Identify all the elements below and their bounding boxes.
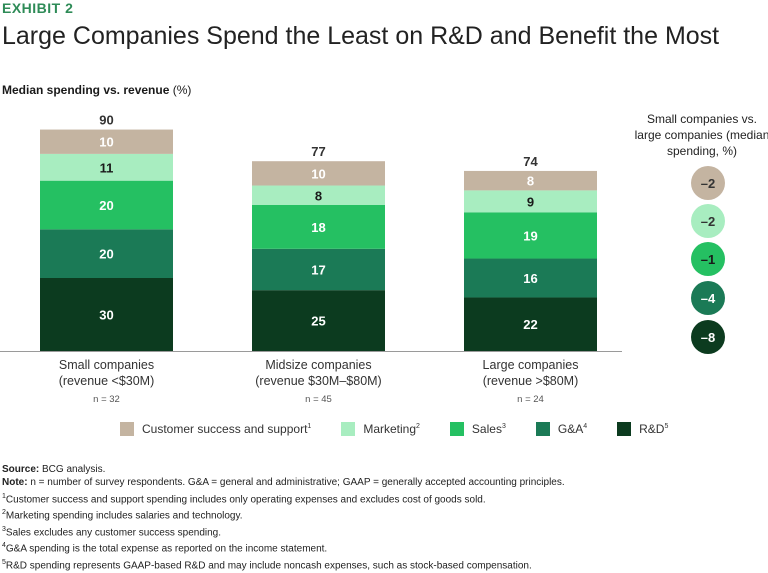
- bar-segment-marketing-2: [252, 185, 385, 205]
- difference-circle: [691, 242, 725, 276]
- category-detail-label: (revenue <$30M): [59, 374, 155, 388]
- legend-item: R&D5: [617, 422, 668, 436]
- bar-total-label: 74: [523, 154, 538, 169]
- sample-size-label: n = 32: [93, 394, 120, 405]
- subtitle-bold: Median spending vs. revenue: [2, 83, 170, 97]
- bar-value-label: 8: [527, 174, 534, 189]
- note-line: Note: n = number of survey respondents. …: [2, 476, 565, 489]
- note-label: Note:: [2, 477, 28, 489]
- legend-label: R&D5: [639, 422, 669, 436]
- bar-segment-r-d-1: [40, 278, 173, 351]
- legend-item: G&A4: [535, 422, 588, 436]
- bar-segment-customer-success-and-support-2: [252, 161, 385, 186]
- bar-segment-customer-success-and-support-1: [40, 129, 173, 154]
- legend-label: Marketing2: [363, 422, 420, 436]
- legend-label: Customer success and support1: [142, 422, 312, 436]
- legend-label: G&A4: [557, 422, 588, 436]
- bar-segment-sales-2: [252, 205, 385, 249]
- bar-value-label: 17: [311, 262, 325, 277]
- legend-item: Customer success and support1: [120, 422, 311, 436]
- category-detail-label: (revenue >$80M): [483, 374, 579, 388]
- legend-item: Sales3: [449, 422, 506, 436]
- bar-value-label: 20: [99, 247, 113, 262]
- legend-item: Marketing2: [341, 422, 420, 436]
- category-label: Midsize companies: [265, 358, 371, 372]
- difference-circle: [691, 281, 725, 315]
- category-detail-label: (revenue $30M–$80M): [255, 374, 381, 388]
- category-label: Large companies: [483, 358, 579, 372]
- exhibit-label: EXHIBIT 2: [2, 0, 74, 16]
- footnotes: Source: BCG analysis. Note: n = number o…: [2, 463, 565, 573]
- difference-value-label: –2: [701, 214, 715, 229]
- difference-value-label: –1: [701, 252, 715, 267]
- note-text: n = number of survey respondents. G&A = …: [27, 477, 565, 489]
- chart-subtitle: Median spending vs. revenue (%): [2, 83, 191, 97]
- page-title: Large Companies Spend the Least on R&D a…: [2, 22, 720, 50]
- footnote-3: 3Sales excludes any customer success spe…: [2, 525, 222, 539]
- source-text: BCG analysis.: [39, 464, 106, 475]
- bar-value-label: 22: [523, 317, 537, 332]
- bar-segment-g-a-3: [464, 258, 597, 298]
- legend-swatch: [535, 422, 550, 436]
- bar-segment-sales-3: [464, 212, 597, 259]
- bar-segment-g-a-1: [40, 229, 173, 278]
- legend-label: Sales3: [471, 422, 506, 436]
- bar-segment-sales-1: [40, 180, 173, 230]
- legend-swatch: [617, 422, 632, 436]
- legend-swatch: [449, 422, 464, 436]
- difference-circle: [691, 204, 725, 238]
- difference-value-label: –2: [701, 176, 715, 191]
- legend-swatch: [120, 422, 134, 436]
- sample-size-label: n = 24: [517, 394, 544, 405]
- difference-circle: [691, 320, 725, 354]
- difference-value-label: –4: [701, 291, 716, 306]
- stacked-bar-chart: 30 20 20 11 10 90 Small companies (revenue <$30…: [0, 113, 725, 405]
- bar-value-label: 30: [99, 308, 113, 323]
- chart-legend: Customer success and support1 Marketing2 S…: [120, 422, 698, 436]
- bar-segment-marketing-3: [464, 190, 597, 213]
- bar-value-label: 18: [311, 220, 325, 235]
- footnote-5: 5R&D spending represents GAAP-based R&D …: [2, 559, 532, 572]
- bar-value-label: 25: [311, 314, 325, 329]
- legend-swatch: [341, 422, 356, 436]
- footnote-4: 4G&A spending is the total expense as re…: [2, 542, 328, 555]
- source-line: Source: BCG analysis.: [2, 463, 565, 476]
- bar-value-label: 10: [311, 166, 325, 181]
- bar-segment-customer-success-and-support-3: [464, 170, 597, 191]
- subtitle-unit: (%): [169, 83, 192, 97]
- bar-value-label: 10: [99, 135, 113, 150]
- difference-circle: [691, 166, 725, 200]
- footnote-2: 2Marketing spending includes salaries an…: [2, 509, 243, 522]
- bar-value-label: 8: [315, 188, 322, 203]
- sample-size-label: n = 45: [305, 394, 332, 405]
- bar-value-label: 9: [527, 194, 534, 209]
- bar-segment-g-a-2: [252, 248, 385, 291]
- bar-segment-r-d-3: [464, 297, 597, 351]
- bar-total-label: 77: [311, 144, 325, 159]
- bar-segment-marketing-1: [40, 153, 173, 181]
- bar-segment-r-d-2: [252, 290, 385, 351]
- category-label: Small companies: [59, 358, 154, 372]
- bar-value-label: 19: [523, 228, 537, 243]
- bar-total-label: 90: [99, 113, 113, 128]
- bar-value-label: 16: [523, 271, 537, 286]
- source-label: Source:: [2, 464, 40, 475]
- difference-title: Small companies vs. large companies (med…: [634, 112, 768, 158]
- bar-value-label: 20: [99, 198, 113, 213]
- difference-value-label: –8: [701, 330, 715, 345]
- footnote-1: 1Customer success and support spending i…: [2, 492, 486, 505]
- bar-value-label: 11: [100, 160, 114, 175]
